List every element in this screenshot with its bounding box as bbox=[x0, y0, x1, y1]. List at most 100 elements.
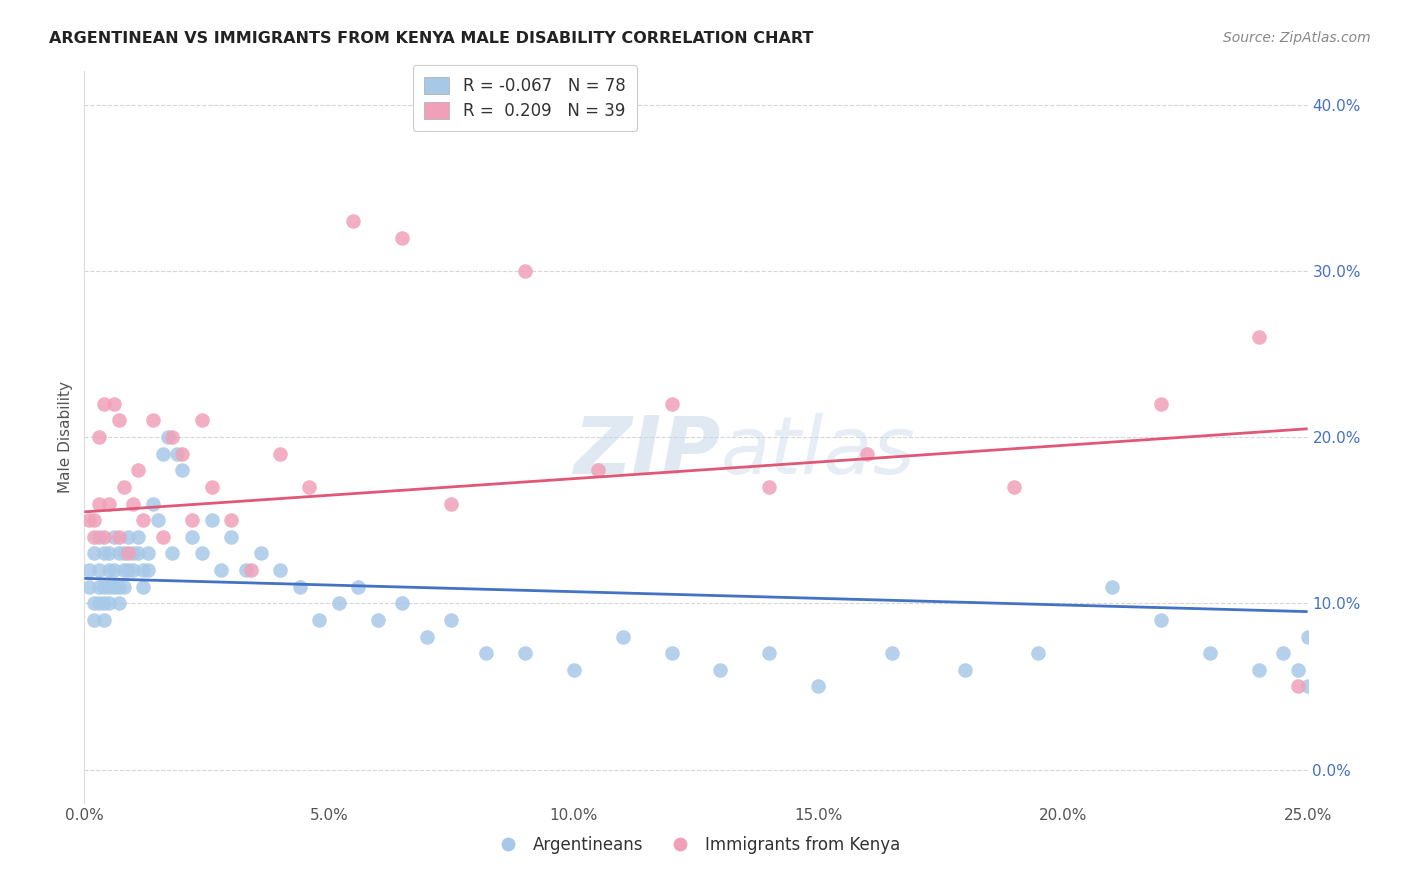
Point bbox=[562, 663, 585, 677]
Y-axis label: Male Disability: Male Disability bbox=[58, 381, 73, 493]
Point bbox=[107, 596, 129, 610]
Point bbox=[661, 646, 683, 660]
Point bbox=[880, 646, 903, 660]
Point bbox=[93, 397, 115, 411]
Point bbox=[83, 530, 105, 544]
Point bbox=[166, 447, 188, 461]
Point bbox=[1286, 680, 1309, 694]
Text: ZIP: ZIP bbox=[574, 413, 720, 491]
Point bbox=[87, 563, 110, 577]
Point bbox=[132, 513, 155, 527]
Point bbox=[172, 447, 194, 461]
Point bbox=[856, 447, 879, 461]
Point bbox=[661, 397, 683, 411]
Point bbox=[1150, 397, 1173, 411]
Point bbox=[758, 646, 780, 660]
Point bbox=[162, 546, 184, 560]
Point bbox=[152, 530, 174, 544]
Point bbox=[347, 580, 370, 594]
Point bbox=[146, 513, 169, 527]
Point bbox=[97, 580, 120, 594]
Point bbox=[83, 613, 105, 627]
Point bbox=[142, 497, 165, 511]
Point bbox=[612, 630, 634, 644]
Point bbox=[513, 264, 536, 278]
Point bbox=[136, 546, 159, 560]
Point bbox=[1198, 646, 1220, 660]
Point bbox=[132, 580, 155, 594]
Point bbox=[181, 530, 204, 544]
Point bbox=[269, 447, 291, 461]
Point bbox=[235, 563, 257, 577]
Point bbox=[391, 230, 413, 244]
Point bbox=[219, 513, 242, 527]
Point bbox=[181, 513, 204, 527]
Point bbox=[112, 480, 135, 494]
Point bbox=[288, 580, 311, 594]
Point bbox=[328, 596, 350, 610]
Point bbox=[142, 413, 165, 427]
Point bbox=[1286, 663, 1309, 677]
Point bbox=[122, 546, 145, 560]
Point bbox=[513, 646, 536, 660]
Point bbox=[249, 546, 271, 560]
Point bbox=[440, 613, 463, 627]
Point bbox=[112, 563, 135, 577]
Point bbox=[191, 413, 214, 427]
Point bbox=[219, 530, 242, 544]
Point bbox=[209, 563, 232, 577]
Point bbox=[87, 580, 110, 594]
Point bbox=[269, 563, 291, 577]
Point bbox=[77, 513, 100, 527]
Point bbox=[953, 663, 976, 677]
Point bbox=[136, 563, 159, 577]
Point bbox=[152, 447, 174, 461]
Point bbox=[127, 546, 149, 560]
Text: ARGENTINEAN VS IMMIGRANTS FROM KENYA MALE DISABILITY CORRELATION CHART: ARGENTINEAN VS IMMIGRANTS FROM KENYA MAL… bbox=[49, 31, 814, 46]
Point bbox=[93, 613, 115, 627]
Point bbox=[440, 497, 463, 511]
Point bbox=[1272, 646, 1295, 660]
Point bbox=[97, 497, 120, 511]
Point bbox=[1247, 330, 1270, 344]
Point bbox=[122, 497, 145, 511]
Text: Source: ZipAtlas.com: Source: ZipAtlas.com bbox=[1223, 31, 1371, 45]
Point bbox=[77, 563, 100, 577]
Point bbox=[191, 546, 214, 560]
Point bbox=[117, 530, 139, 544]
Point bbox=[1150, 613, 1173, 627]
Point bbox=[807, 680, 830, 694]
Point bbox=[93, 580, 115, 594]
Point bbox=[83, 596, 105, 610]
Point bbox=[107, 530, 129, 544]
Point bbox=[172, 463, 194, 477]
Point bbox=[342, 214, 364, 228]
Point bbox=[97, 546, 120, 560]
Point bbox=[586, 463, 609, 477]
Point bbox=[87, 430, 110, 444]
Point bbox=[93, 546, 115, 560]
Text: atlas: atlas bbox=[720, 413, 915, 491]
Point bbox=[132, 563, 155, 577]
Point bbox=[122, 563, 145, 577]
Point bbox=[474, 646, 496, 660]
Point bbox=[391, 596, 413, 610]
Point bbox=[308, 613, 330, 627]
Point bbox=[1296, 630, 1319, 644]
Point bbox=[107, 413, 129, 427]
Point bbox=[112, 546, 135, 560]
Point bbox=[107, 580, 129, 594]
Point bbox=[1002, 480, 1025, 494]
Point bbox=[83, 546, 105, 560]
Point bbox=[103, 580, 125, 594]
Point bbox=[112, 580, 135, 594]
Point bbox=[1247, 663, 1270, 677]
Point bbox=[709, 663, 731, 677]
Point bbox=[87, 497, 110, 511]
Legend: Argentineans, Immigrants from Kenya: Argentineans, Immigrants from Kenya bbox=[485, 829, 907, 860]
Point bbox=[97, 596, 120, 610]
Point bbox=[162, 430, 184, 444]
Point bbox=[97, 563, 120, 577]
Point bbox=[77, 580, 100, 594]
Point bbox=[87, 596, 110, 610]
